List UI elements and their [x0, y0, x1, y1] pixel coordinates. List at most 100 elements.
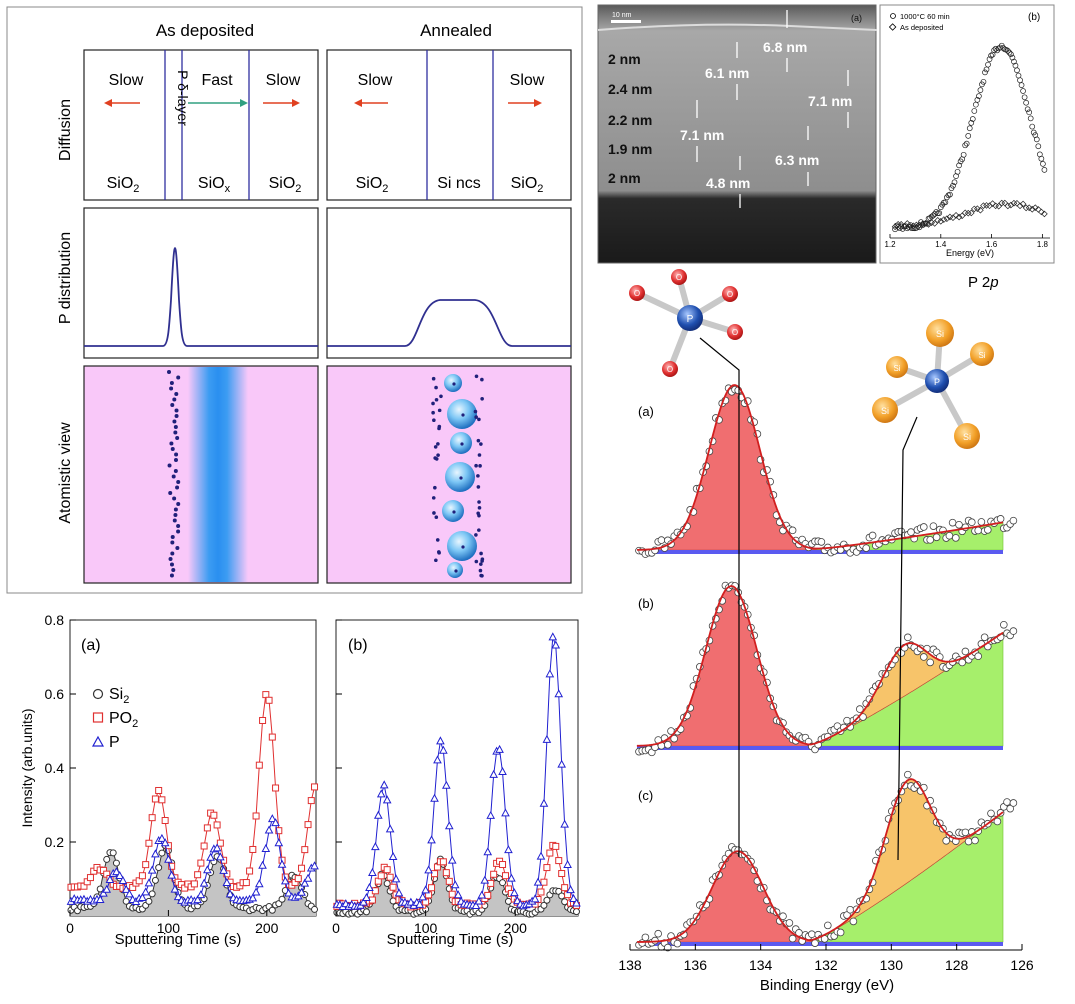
- sims-point-si2: [383, 880, 391, 888]
- sims-point-po2: [294, 875, 302, 883]
- sims-point-po2: [298, 864, 306, 872]
- xps-point: [951, 534, 960, 542]
- svg-text:O: O: [634, 289, 640, 298]
- sims-point-po2: [203, 824, 211, 832]
- sims-point-p: [554, 689, 564, 698]
- p-atom: [439, 394, 443, 399]
- xps-spectrum-a: [635, 384, 1018, 558]
- pl-point-annealed: [1033, 136, 1040, 143]
- xps-point: [958, 658, 966, 667]
- sims-point-p: [164, 854, 173, 863]
- sims-point-p: [394, 888, 404, 897]
- si-nanocrystals: [431, 374, 485, 578]
- xps-title: P 2p: [968, 274, 999, 291]
- pl-point-annealed: [1020, 88, 1026, 94]
- sims-ytick-label: 0.6: [45, 686, 65, 702]
- sims-point-si2: [122, 897, 130, 905]
- sims-point-p: [115, 870, 125, 879]
- p-atom: [172, 518, 177, 523]
- sims-point-p: [147, 865, 157, 874]
- xps-point: [785, 919, 794, 927]
- pl-point-annealed: [936, 210, 943, 216]
- sims-point-p: [382, 795, 392, 804]
- xps-point: [974, 526, 982, 535]
- tem-measure-1: 6.8 nm: [763, 39, 807, 55]
- sims-point-po2: [501, 872, 509, 880]
- p-atom: [434, 385, 438, 390]
- sims-point-po2: [145, 839, 153, 847]
- label-slow-right-b: Slow: [510, 72, 545, 89]
- molecule-psi4: P Si Si Si Si Si: [872, 319, 994, 449]
- sims-point-po2: [377, 872, 385, 880]
- sims-point-p: [530, 894, 540, 903]
- sims-point-si2: [151, 876, 159, 884]
- sims-ylabel: Intensity (arb.units): [19, 708, 35, 827]
- xps-point: [955, 520, 963, 529]
- sims-point-po2: [275, 827, 283, 835]
- pl-point-as-deposited: [946, 213, 954, 221]
- xps-point: [919, 523, 928, 531]
- p-atom: [476, 474, 480, 478]
- sims-point-p: [261, 844, 271, 853]
- pl-point-annealed: [933, 209, 940, 215]
- p-atom: [173, 425, 178, 429]
- sims-point-p: [439, 745, 448, 754]
- pl-point-as-deposited: [1041, 210, 1048, 218]
- sims-point-p: [151, 849, 160, 858]
- sims-point-si2: [158, 849, 166, 857]
- pl-point-annealed: [1024, 106, 1031, 113]
- sims-point-po2: [540, 878, 548, 886]
- xps-point: [788, 934, 797, 943]
- xps-fit-line: [636, 778, 1004, 943]
- svg-text:Si: Si: [936, 329, 944, 339]
- sims-point-po2: [249, 845, 257, 853]
- sims-point-po2: [259, 716, 267, 724]
- sims-xtick-label: 0: [332, 920, 340, 936]
- p-atom: [477, 417, 481, 422]
- p-atom: [437, 424, 442, 429]
- sims-point-po2: [158, 796, 166, 804]
- sims-point-p: [157, 833, 167, 842]
- pl-point-annealed: [1006, 49, 1013, 56]
- pl-point-annealed: [965, 133, 972, 139]
- tem-image-panel: 10 nm (a) 2 nm 2.4 nm 2.2 nm 1.9 nm 2 nm…: [597, 4, 878, 264]
- xps-point: [663, 943, 672, 952]
- p-atom: [436, 453, 440, 457]
- sims-point-p: [551, 640, 561, 649]
- p-atom: [477, 506, 482, 510]
- xps-label-c: (c): [638, 788, 653, 803]
- sims-point-p: [480, 875, 490, 884]
- sims-point-p: [427, 835, 436, 844]
- xps-spectrum-c: [635, 770, 1018, 952]
- pl-point-as-deposited: [897, 221, 905, 228]
- tem-scale-bar: 10 nm: [612, 12, 632, 19]
- xps-point: [903, 633, 912, 642]
- sims-line-P: [336, 637, 577, 908]
- sims-point-po2: [272, 784, 280, 792]
- xps-point: [961, 647, 970, 656]
- pl-point-as-deposited: [910, 222, 917, 230]
- sims-point-po2: [445, 877, 453, 885]
- pl-point-annealed: [1041, 166, 1048, 173]
- pdist-curve-broad: [327, 299, 571, 347]
- sims-point-p: [560, 819, 569, 828]
- sims-point-p: [118, 875, 128, 885]
- xps-point: [846, 905, 854, 914]
- p-atom: [173, 513, 178, 517]
- sims-point-po2: [161, 817, 169, 825]
- sims-xtick-label: 200: [504, 920, 528, 936]
- pl-point-annealed: [969, 116, 976, 122]
- sims-point-p: [424, 865, 433, 874]
- label-fast: Fast: [201, 72, 233, 89]
- p-atom: [175, 546, 180, 550]
- sims-point-po2: [301, 846, 309, 854]
- pl-point-as-deposited: [1038, 208, 1045, 216]
- sims-point-p: [507, 873, 516, 882]
- tem-layer-3: 2.2 nm: [608, 112, 652, 128]
- p-atom: [169, 441, 174, 446]
- pl-point-annealed: [1027, 115, 1034, 122]
- pl-point-annealed: [954, 168, 961, 175]
- sims-point-p: [566, 885, 575, 894]
- xps-point: [961, 828, 970, 837]
